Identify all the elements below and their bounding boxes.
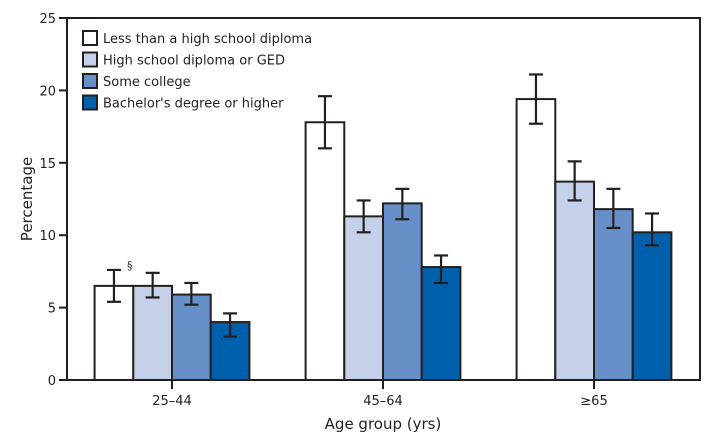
x-tick-label: ≥65 [580, 394, 607, 409]
x-tick-label: 45–64 [363, 394, 403, 409]
bar [304, 121, 346, 381]
bar [343, 215, 384, 381]
legend-swatch [82, 73, 98, 89]
bar [382, 202, 423, 381]
bar [515, 98, 557, 381]
y-tick-label: 0 [48, 374, 56, 389]
footnote-marker: § [127, 259, 133, 272]
bar [593, 208, 634, 381]
annotations: § [127, 259, 133, 272]
legend-label: Bachelor's degree or higher [103, 97, 284, 112]
y-ticks: 0 5 10 15 20 25 [39, 12, 67, 389]
y-tick-label: 25 [39, 12, 56, 27]
error-bars-layer [106, 73, 660, 338]
legend-swatch [82, 94, 98, 111]
legend-swatch [82, 51, 98, 68]
y-tick-label: 10 [39, 229, 56, 244]
y-tick-label: 20 [39, 84, 56, 99]
bar [132, 284, 174, 382]
legend: Less than a high school diploma High scho… [82, 30, 312, 112]
y-axis-title: Percentage [18, 157, 36, 241]
legend-swatch [82, 30, 98, 46]
x-axis-title: Age group (yrs) [325, 415, 442, 433]
legend-label: Less than a high school diploma [103, 32, 312, 47]
legend-label: High school diploma or GED [103, 54, 285, 69]
bars-layer [93, 98, 673, 382]
bar [554, 180, 595, 381]
y-tick-label: 15 [39, 157, 56, 172]
legend-label: Some college [103, 75, 191, 90]
bar [631, 231, 673, 381]
bar [171, 293, 212, 381]
y-tick-label: 5 [48, 302, 56, 317]
x-ticks: 25–44 45–64 ≥65 [152, 380, 608, 409]
x-tick-label: 25–44 [152, 394, 192, 409]
